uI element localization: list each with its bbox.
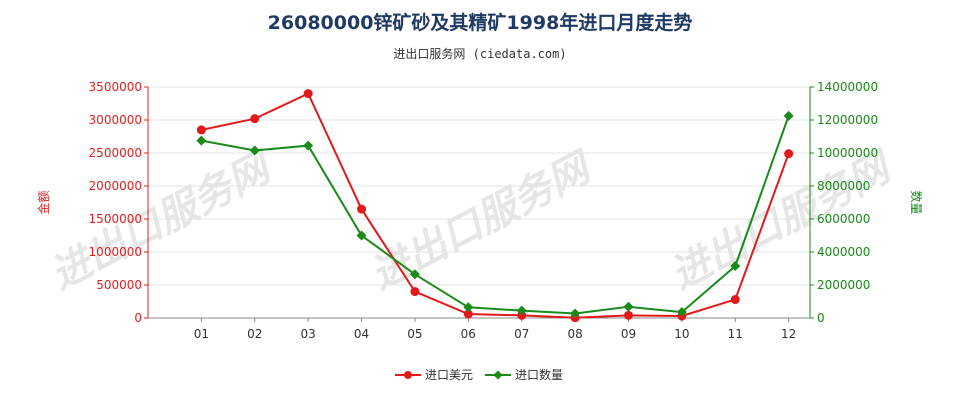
data-point-import-quantity [783, 110, 794, 121]
data-point-import-usd [250, 114, 260, 124]
legend-label: 进口数量 [515, 367, 563, 382]
watermark-text: 进出口服务网 [363, 143, 602, 299]
left-tick-label: 1500000 [89, 212, 142, 226]
data-point-import-quantity [730, 261, 741, 272]
data-point-import-usd [784, 149, 794, 159]
series-line-import-quantity [201, 115, 790, 315]
data-point-import-usd [410, 287, 420, 297]
x-tick-label: 06 [461, 327, 476, 341]
legend-item-import-quantity: 进口数量 [485, 367, 563, 382]
legend-item-import-usd: 进口美元 [395, 368, 473, 382]
x-tick-label: 02 [247, 327, 262, 341]
left-tick-label: 0 [134, 311, 142, 325]
x-tick-label: 07 [514, 327, 529, 341]
data-point-import-quantity [249, 145, 260, 156]
x-tick-label: 09 [621, 327, 636, 341]
data-point-import-usd [463, 309, 473, 319]
data-point-import-quantity [196, 135, 207, 146]
legend-marker [493, 370, 503, 380]
legend: 进口美元 进口数量 [395, 367, 563, 382]
right-tick-label: 14000000 [817, 80, 878, 94]
data-point-import-quantity [303, 140, 314, 151]
left-tick-label: 3000000 [89, 113, 142, 127]
x-tick-label: 08 [567, 327, 582, 341]
data-point-import-quantity [570, 308, 581, 319]
x-tick-label: 10 [674, 327, 689, 341]
legend-marker [404, 371, 412, 379]
tick-labels: 0 500000 1000000 1500000 2000000 2500000 30000… [36, 80, 924, 341]
right-tick-label: 0 [817, 311, 825, 325]
data-point-import-quantity [356, 230, 367, 241]
data-point-import-quantity [463, 302, 474, 313]
data-point-import-usd [357, 204, 367, 214]
x-tick-label: 01 [194, 327, 209, 341]
chart-title: 26080000锌矿砂及其精矿1998年进口月度走势 [267, 12, 693, 34]
right-tick-label: 4000000 [817, 245, 870, 259]
data-point-import-quantity [409, 269, 420, 280]
data-point-import-quantity [516, 305, 527, 316]
data-point-import-usd [730, 295, 740, 305]
data-point-import-quantity [676, 307, 687, 318]
x-tick-label: 12 [781, 327, 796, 341]
x-tick-label: 11 [728, 327, 743, 341]
series-group [196, 89, 794, 323]
right-tick-label: 2000000 [817, 278, 870, 292]
x-tick-label: 04 [354, 327, 369, 341]
watermark-text: 进出口服务网 [43, 143, 282, 299]
chart-subtitle: 进出口服务网 (ciedata.com) [393, 47, 567, 61]
left-tick-label: 1000000 [89, 245, 142, 259]
left-axis-label: 金额 [36, 190, 51, 214]
right-tick-label: 8000000 [817, 179, 870, 193]
x-tick-label: 05 [407, 327, 422, 341]
left-tick-label: 2500000 [89, 146, 142, 160]
data-point-import-usd [196, 125, 206, 135]
right-tick-label: 10000000 [817, 146, 878, 160]
right-tick-label: 12000000 [817, 113, 878, 127]
left-tick-label: 3500000 [89, 80, 142, 94]
watermark-group: 进出口服务网 进出口服务网 进出口服务网 [43, 143, 902, 299]
data-point-import-quantity [623, 301, 634, 312]
series-line-import-usd [201, 92, 790, 319]
data-point-import-usd [303, 89, 313, 99]
left-tick-label: 2000000 [89, 179, 142, 193]
legend-label: 进口美元 [425, 368, 473, 382]
data-point-import-usd [623, 310, 633, 320]
axes [147, 87, 811, 319]
right-axis-label: 数量 [909, 190, 924, 214]
x-tick-label: 03 [301, 327, 316, 341]
right-tick-label: 6000000 [817, 212, 870, 226]
left-tick-label: 500000 [96, 278, 142, 292]
